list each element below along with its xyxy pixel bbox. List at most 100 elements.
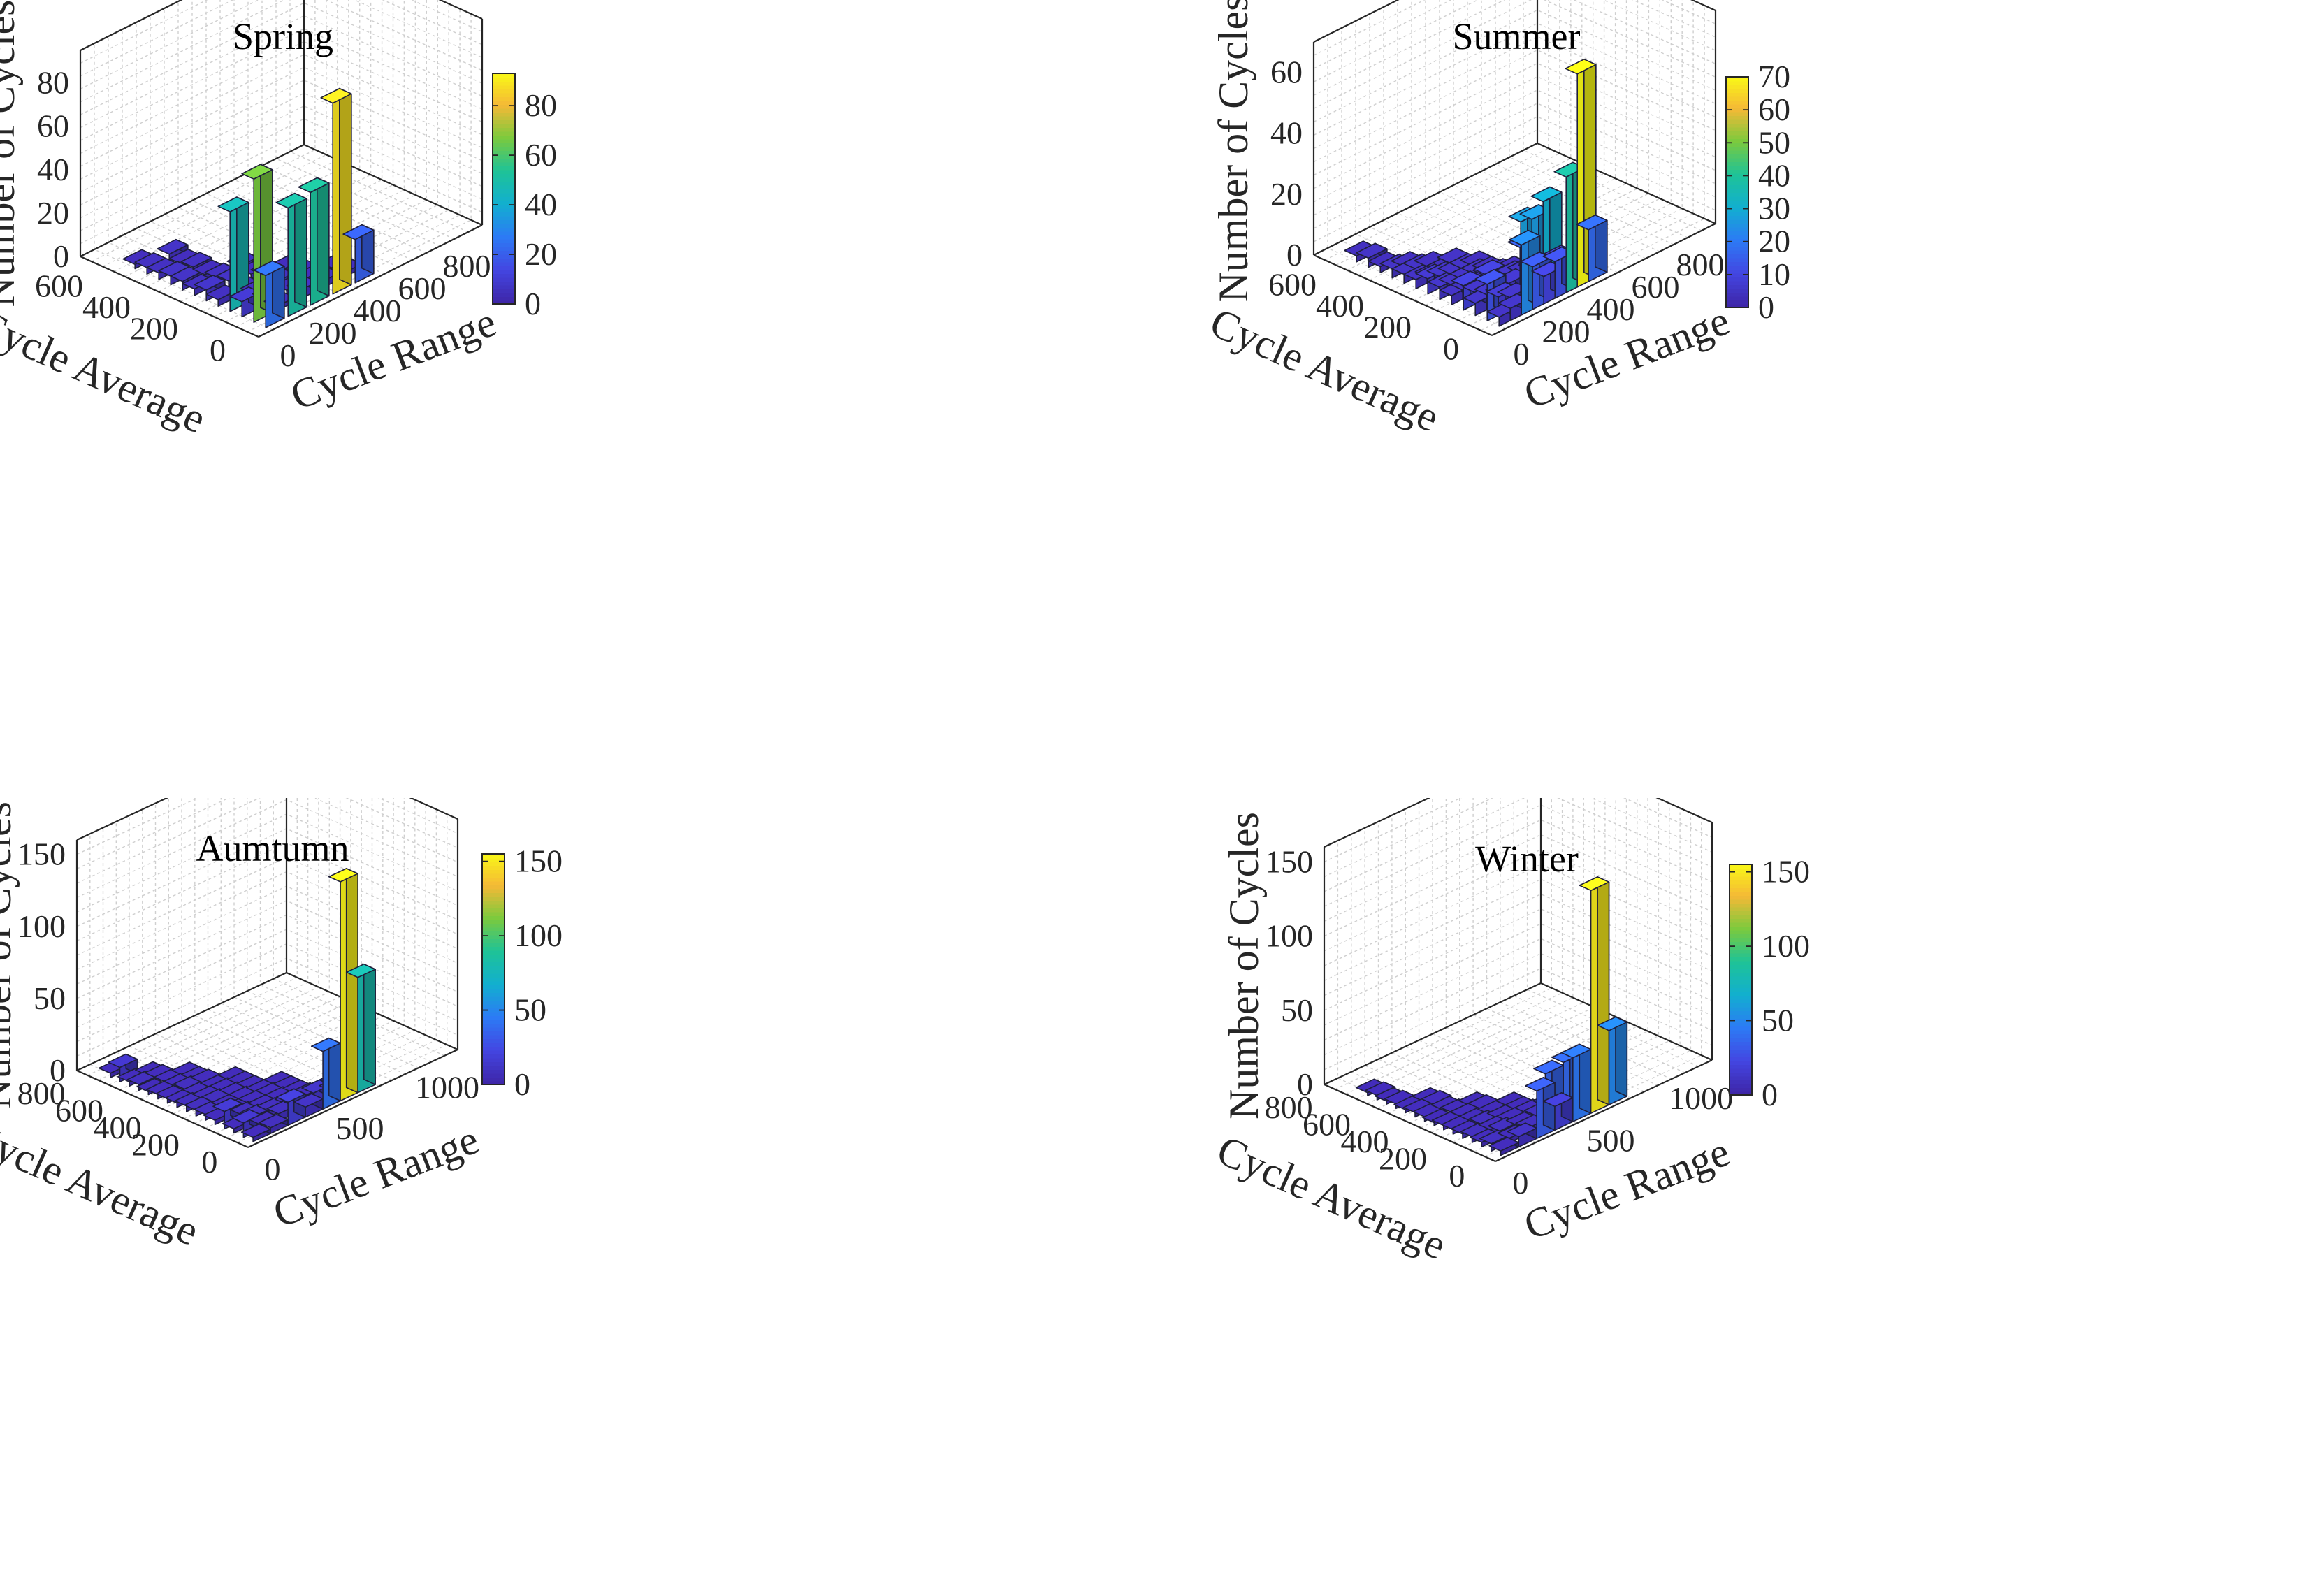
spring-panel: 0 200 400 600 800 0 200 400 600 0 20 40 60 80 Cycle Ra… [0, 0, 1160, 798]
colorbar-tick-label: 80 [525, 87, 557, 123]
x-tick-label: 0 [1514, 336, 1530, 372]
autumn-panel: 0 500 1000 0 200 400 600 800 0 50 100 150 Cycle Rang… [0, 798, 1160, 1596]
y-tick-label: 400 [82, 289, 131, 325]
bar [310, 1037, 341, 1110]
chart-title: Aumtumn [196, 827, 349, 869]
colorbar-tick-label: 0 [1762, 1077, 1778, 1112]
x-tick-label: 200 [1542, 314, 1590, 349]
spring-bars [122, 87, 375, 328]
colorbar-tick-label: 0 [1758, 289, 1774, 325]
colorbar-tick-label: 60 [1758, 92, 1790, 127]
bar [342, 224, 375, 284]
colorbar-tick-label: 20 [525, 236, 557, 272]
bar [258, 1114, 289, 1134]
colorbar-tick-label: 100 [1762, 928, 1810, 964]
x-tick-label: 0 [265, 1151, 281, 1187]
winter-bars [1355, 876, 1628, 1156]
colorbar-tick-label: 10 [1758, 256, 1790, 292]
colorbar: 0 50 100 150 [1729, 854, 1810, 1112]
winter-panel: 0 500 1000 0 200 400 600 800 0 50 100 150 Cycle Rang… [1160, 798, 2320, 1596]
colorbar-tick-label: 0 [514, 1066, 530, 1102]
z-tick-label: 0 [53, 238, 69, 274]
y-tick-label: 200 [130, 311, 178, 347]
bar [275, 192, 307, 317]
y-tick-label: 200 [1363, 310, 1412, 345]
colorbar-tick-label: 0 [525, 286, 541, 321]
y-tick-label: 0 [201, 1144, 217, 1180]
z-axis-label: Number of Cycles [1221, 812, 1267, 1119]
bar [253, 260, 285, 328]
bar [293, 1093, 324, 1118]
bar [217, 196, 249, 312]
colorbar-tick-label: 50 [514, 992, 546, 1028]
x-tick-label: 200 [309, 315, 357, 351]
aumtumn-bars [98, 868, 376, 1142]
bar [1597, 1016, 1628, 1105]
bar [1576, 215, 1608, 282]
chart-title: Summer [1453, 15, 1581, 57]
x-tick-label: 1000 [415, 1070, 479, 1105]
x-tick-label: 400 [354, 293, 402, 328]
x-tick-label: 500 [336, 1110, 384, 1146]
y-tick-label: 600 [55, 1093, 103, 1129]
y-tick-label: 400 [94, 1110, 142, 1145]
y-tick-label: 200 [1379, 1140, 1427, 1176]
x-tick-label: 1000 [1669, 1080, 1733, 1116]
z-tick-label: 50 [1281, 992, 1313, 1028]
z-tick-label: 60 [37, 108, 69, 144]
y-tick-label: 800 [17, 1075, 66, 1111]
y-tick-label: 0 [1443, 331, 1459, 366]
z-tick-label: 150 [1265, 843, 1313, 879]
y-tick-label: 600 [35, 268, 83, 303]
y-tick-label: 600 [1268, 266, 1317, 302]
colorbar-tick-label: 50 [1762, 1003, 1794, 1038]
z-axis-label: Number of Cycles [1210, 0, 1256, 302]
z-tick-label: 0 [1286, 237, 1303, 273]
y-tick-label: 200 [131, 1126, 180, 1162]
colorbar-tick-label: 50 [1758, 124, 1790, 160]
x-tick-label: 0 [1512, 1165, 1528, 1200]
colorbar-tick-label: 70 [1758, 59, 1790, 94]
bar [328, 868, 358, 1102]
x-tick-label: 600 [398, 270, 447, 306]
colorbar-tick-label: 30 [1758, 191, 1790, 226]
bar [345, 963, 376, 1094]
bar [1560, 1043, 1592, 1122]
z-tick-label: 80 [37, 65, 69, 101]
colorbar-tick-label: 100 [514, 917, 563, 953]
colorbar: 0 20 40 60 80 [492, 73, 557, 321]
z-tick-label: 60 [1270, 55, 1303, 90]
y-tick-label: 800 [1265, 1089, 1313, 1125]
colorbar-tick-label: 40 [525, 187, 557, 222]
x-tick-label: 400 [1587, 291, 1635, 327]
x-tick-label: 800 [1676, 247, 1725, 282]
x-tick-label: 600 [1632, 269, 1680, 305]
z-tick-label: 100 [17, 908, 66, 944]
y-tick-label: 0 [1449, 1158, 1465, 1194]
bar [240, 1123, 271, 1142]
z-axis-label: Number of Cycles [0, 801, 20, 1109]
z-tick-label: 20 [37, 195, 69, 231]
colorbar-tick-label: 20 [1758, 224, 1790, 259]
summer-bars [1344, 59, 1608, 327]
z-tick-label: 150 [17, 836, 66, 872]
y-tick-label: 400 [1341, 1124, 1389, 1159]
colorbar-tick-label: 150 [514, 843, 563, 879]
bar [1579, 876, 1610, 1114]
chart-title: Spring [233, 15, 333, 57]
summer-panel: 0 200 400 600 800 0 200 400 600 0 20 40 60 Cycle Rang… [1160, 0, 2320, 798]
colorbar: 0 50 100 150 [481, 843, 563, 1102]
z-tick-label: 50 [34, 980, 66, 1016]
z-tick-label: 0 [50, 1052, 66, 1088]
z-tick-label: 40 [37, 152, 69, 187]
colorbar-tick-label: 60 [525, 137, 557, 173]
x-tick-label: 0 [280, 338, 296, 373]
